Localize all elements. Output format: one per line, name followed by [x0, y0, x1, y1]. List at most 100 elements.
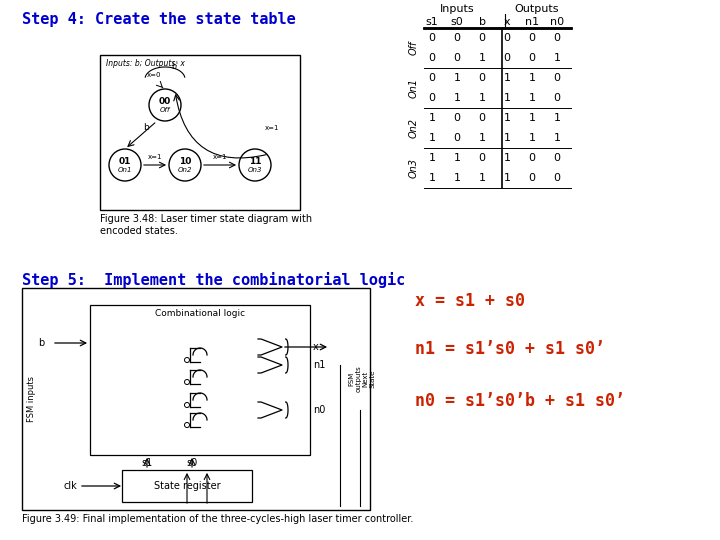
Text: s0: s0 — [451, 17, 464, 27]
Text: On2: On2 — [409, 118, 419, 138]
Text: Step 4: Create the state table: Step 4: Create the state table — [22, 12, 296, 27]
Circle shape — [149, 89, 181, 121]
Text: 00: 00 — [159, 98, 171, 106]
Circle shape — [184, 357, 189, 362]
Text: 1: 1 — [528, 73, 536, 83]
Bar — [90, 305, 310, 455]
Text: Outputs: Outputs — [515, 4, 559, 14]
Text: On3: On3 — [248, 167, 262, 173]
Text: x=1: x=1 — [148, 154, 162, 160]
Text: 0: 0 — [428, 33, 436, 43]
Text: 1: 1 — [454, 153, 461, 163]
Text: 0: 0 — [554, 73, 560, 83]
Circle shape — [184, 402, 189, 408]
Text: s1: s1 — [426, 17, 438, 27]
Text: 1: 1 — [503, 133, 510, 143]
Text: b: b — [479, 17, 485, 27]
Text: n1 = s1’s0 + s1 s0’: n1 = s1’s0 + s1 s0’ — [415, 340, 605, 358]
Text: 1: 1 — [428, 113, 436, 123]
Text: FSM inputs: FSM inputs — [27, 376, 37, 422]
Text: Off: Off — [160, 107, 170, 113]
Circle shape — [184, 422, 189, 428]
Text: 01: 01 — [119, 158, 131, 166]
Text: On2: On2 — [178, 167, 192, 173]
Text: 0: 0 — [428, 73, 436, 83]
Text: 0: 0 — [428, 93, 436, 103]
Text: 0: 0 — [554, 33, 560, 43]
Text: 1: 1 — [503, 113, 510, 123]
Text: 1: 1 — [428, 133, 436, 143]
Text: 0: 0 — [503, 53, 510, 63]
Text: 1: 1 — [528, 133, 536, 143]
Text: 0: 0 — [479, 113, 485, 123]
Text: 10: 10 — [179, 158, 192, 166]
Text: 0: 0 — [528, 33, 536, 43]
Text: 1: 1 — [454, 173, 461, 183]
Text: Figure 3.49: Final implementation of the three-cycles-high laser timer controlle: Figure 3.49: Final implementation of the… — [22, 514, 413, 524]
Text: 1: 1 — [554, 53, 560, 63]
Text: x=0: x=0 — [147, 72, 161, 78]
Text: 0: 0 — [454, 53, 461, 63]
Text: 1: 1 — [528, 93, 536, 103]
Circle shape — [239, 149, 271, 181]
Text: 0: 0 — [454, 133, 461, 143]
Text: x: x — [504, 17, 510, 27]
Text: n1: n1 — [313, 360, 325, 370]
Text: s1: s1 — [141, 458, 153, 468]
Text: n1: n1 — [525, 17, 539, 27]
Text: On1: On1 — [409, 78, 419, 98]
Text: 0: 0 — [479, 33, 485, 43]
Text: Inputs: b; Outputs: x: Inputs: b; Outputs: x — [106, 59, 185, 68]
Circle shape — [169, 149, 201, 181]
Text: 1: 1 — [503, 73, 510, 83]
Text: Figure 3.48: Laser timer state diagram with
encoded states.: Figure 3.48: Laser timer state diagram w… — [100, 214, 312, 235]
Text: s0: s0 — [186, 458, 197, 468]
Text: n0 = s1’s0’b + s1 s0’: n0 = s1’s0’b + s1 s0’ — [415, 392, 625, 410]
Text: 1: 1 — [479, 173, 485, 183]
Text: FSM
outputs
Next
State: FSM outputs Next State — [348, 366, 376, 393]
Text: 1: 1 — [503, 153, 510, 163]
Text: Off: Off — [409, 41, 419, 55]
Text: 1: 1 — [479, 133, 485, 143]
Text: n0: n0 — [550, 17, 564, 27]
Text: x=1: x=1 — [265, 125, 279, 131]
Text: 1: 1 — [454, 73, 461, 83]
Text: 0: 0 — [528, 153, 536, 163]
Text: 1: 1 — [528, 113, 536, 123]
Text: 1: 1 — [479, 93, 485, 103]
Text: b': b' — [171, 62, 178, 71]
Bar — [122, 470, 252, 502]
Text: b: b — [37, 338, 44, 348]
Text: 1: 1 — [479, 53, 485, 63]
Text: 11: 11 — [248, 158, 261, 166]
Circle shape — [184, 380, 189, 384]
Text: Combinational logic: Combinational logic — [155, 309, 245, 318]
Text: b: b — [143, 123, 149, 132]
Bar — [22, 288, 370, 510]
Text: 1: 1 — [454, 93, 461, 103]
Text: 0: 0 — [503, 33, 510, 43]
Text: 1: 1 — [428, 173, 436, 183]
Text: State register: State register — [153, 481, 220, 491]
Text: On3: On3 — [409, 158, 419, 178]
Text: 0: 0 — [528, 53, 536, 63]
Text: Inputs: Inputs — [440, 4, 474, 14]
Text: 0: 0 — [479, 153, 485, 163]
Text: 0: 0 — [554, 173, 560, 183]
Text: 1: 1 — [428, 153, 436, 163]
Text: 1: 1 — [554, 113, 560, 123]
Text: 1: 1 — [503, 93, 510, 103]
Text: clk: clk — [63, 481, 77, 491]
Text: x: x — [313, 342, 319, 352]
Text: 0: 0 — [528, 173, 536, 183]
Text: 0: 0 — [554, 153, 560, 163]
Text: x = s1 + s0: x = s1 + s0 — [415, 292, 525, 310]
Bar — [100, 55, 300, 210]
Text: 0: 0 — [428, 53, 436, 63]
Text: 0: 0 — [454, 113, 461, 123]
Text: 1: 1 — [503, 173, 510, 183]
Text: 0: 0 — [454, 33, 461, 43]
Text: Step 5:  Implement the combinatorial logic: Step 5: Implement the combinatorial logi… — [22, 272, 405, 288]
Text: x=1: x=1 — [212, 154, 228, 160]
Text: On1: On1 — [118, 167, 132, 173]
